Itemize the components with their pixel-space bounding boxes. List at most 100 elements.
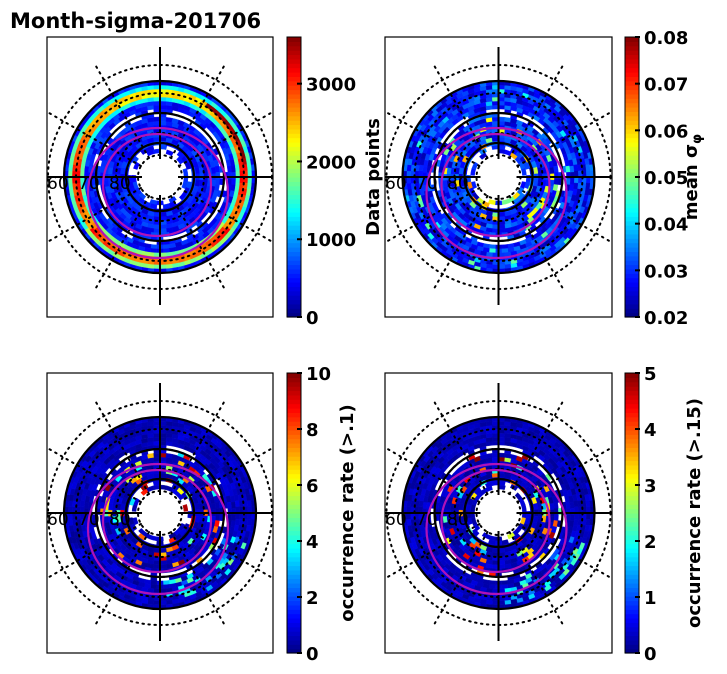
colorbar-swatch (625, 600, 639, 606)
colorbar-swatch (287, 124, 301, 130)
colorbar-tick-label: 0 (306, 644, 319, 665)
colorbar-swatch (287, 242, 301, 248)
colorbar-swatch (625, 198, 639, 204)
figure-title: Month-sigma-201706 (10, 9, 261, 33)
colorbar-swatch (287, 394, 301, 400)
colorbar-swatch (625, 190, 639, 196)
colorbar-swatch (287, 264, 301, 270)
colorbar-swatch (625, 93, 639, 99)
colorbar-swatch (287, 565, 301, 571)
colorbar-swatch (287, 255, 301, 261)
colorbar-swatch (625, 377, 639, 383)
heatmap-cell (501, 248, 509, 254)
colorbar-swatch (625, 403, 639, 409)
colorbar-tick-label: 6 (306, 476, 319, 497)
colorbar-swatch (625, 552, 639, 558)
colorbar-swatch (287, 587, 301, 593)
colorbar-tick-label: 3 (644, 476, 657, 497)
colorbar-swatch (625, 150, 639, 156)
colorbar-swatch (287, 504, 301, 510)
colorbar-swatch (625, 115, 639, 121)
colorbar-swatch (287, 521, 301, 527)
heatmap-cell (147, 453, 155, 459)
colorbar-swatch (625, 456, 639, 462)
colorbar: 0 1 2 3 4 5 occurrence rate (>.15) (624, 364, 705, 665)
colorbar-swatch (287, 268, 301, 274)
heatmap-cell (553, 178, 559, 186)
colorbar-swatch (625, 242, 639, 248)
heatmap-cell (521, 504, 527, 512)
colorbar-tick-label: 0 (306, 308, 319, 329)
colorbar-swatch (287, 247, 301, 252)
colorbar-swatch (625, 583, 639, 588)
colorbar-swatch (625, 181, 639, 187)
heatmap-cell (165, 149, 174, 157)
colorbar-swatch (625, 591, 639, 597)
colorbar-swatch (625, 255, 639, 261)
colorbar-swatch (287, 54, 301, 60)
colorbar-swatch (287, 282, 301, 287)
colorbar-swatch (287, 421, 301, 427)
colorbar-swatch (287, 76, 301, 82)
colorbar-swatch (625, 561, 639, 567)
colorbar-swatch (625, 85, 639, 91)
colorbar-tick-label: 1000 (306, 230, 356, 251)
heatmap-cell (162, 584, 170, 590)
colorbar-tick-label: 2 (644, 532, 657, 553)
colorbar-label: Data points (363, 118, 384, 236)
colorbar-swatch (287, 207, 301, 213)
colorbar-swatch (625, 277, 639, 283)
heatmap-cell (215, 178, 221, 186)
heatmap-cell (150, 580, 158, 586)
colorbar-swatch (287, 386, 301, 392)
colorbar-swatch (625, 386, 639, 392)
colorbar-swatch (625, 548, 639, 553)
heatmap-cell (488, 580, 496, 586)
colorbar-swatch (625, 491, 639, 497)
colorbar-swatch (287, 102, 301, 108)
colorbar-swatch (625, 163, 639, 169)
colorbar-label-subscript: φ (690, 134, 705, 144)
colorbar-swatch (625, 63, 639, 69)
colorbar-swatch (287, 50, 301, 56)
colorbar-swatch (287, 508, 301, 514)
colorbar-swatch (625, 137, 639, 143)
colorbar-swatch (625, 504, 639, 510)
colorbar-swatch (287, 443, 301, 448)
colorbar-swatch (287, 229, 301, 235)
colorbar-swatch (625, 207, 639, 213)
heatmap-cell (150, 248, 158, 254)
colorbar-swatch (625, 120, 639, 126)
colorbar-swatch (287, 447, 301, 453)
colorbar-swatch (625, 233, 639, 239)
heatmap-cell (488, 248, 496, 254)
colorbar-swatch (287, 609, 301, 615)
colorbar-swatch (625, 142, 639, 147)
colorbar-swatch (287, 194, 301, 200)
colorbar-swatch (625, 534, 639, 540)
colorbar-swatch (287, 517, 301, 523)
colorbar: 0 1000 2000 3000 Data points (286, 36, 384, 329)
colorbar-swatch (625, 185, 639, 191)
colorbar-swatch (625, 464, 639, 470)
colorbar-swatch (287, 613, 301, 619)
colorbar-swatch (625, 530, 639, 536)
colorbar-swatch (287, 290, 301, 296)
colorbar-swatch (625, 98, 639, 104)
colorbar-swatch (287, 600, 301, 606)
colorbar-swatch (287, 635, 301, 641)
colorbar-swatch (625, 556, 639, 562)
heatmap-cell (162, 244, 170, 250)
colorbar-swatch (625, 613, 639, 619)
colorbar-swatch (625, 41, 639, 47)
colorbar-swatch (287, 177, 301, 182)
colorbar-tick-label: 8 (306, 420, 319, 441)
colorbar-swatch (625, 394, 639, 400)
colorbar-swatch (287, 185, 301, 191)
heatmap (63, 80, 257, 274)
colorbar-swatch (287, 286, 301, 292)
colorbar-swatch (287, 412, 301, 418)
